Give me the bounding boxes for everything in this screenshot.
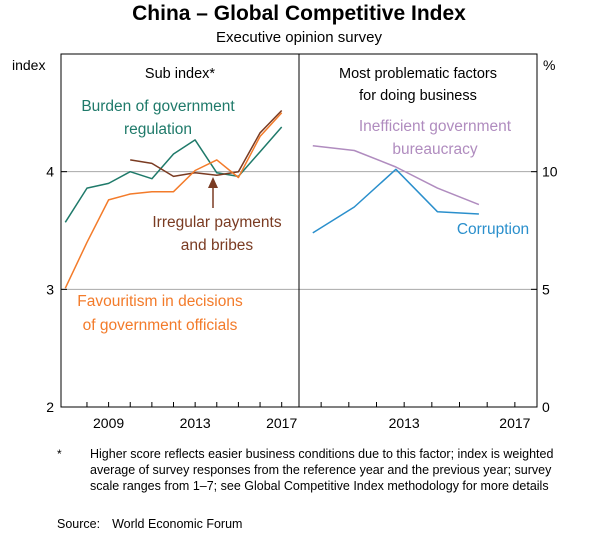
panel-title-line: Most problematic factors xyxy=(339,66,497,82)
annotation-arrowhead xyxy=(208,177,218,188)
x-tick-label: 2017 xyxy=(266,415,297,431)
y-tick-label: 4 xyxy=(46,164,54,180)
series-line xyxy=(64,112,283,289)
series-line xyxy=(312,168,479,234)
series-label: Burden of government xyxy=(81,98,235,115)
y-tick-label: 2 xyxy=(46,399,54,415)
footnote-text: Higher score reflects easier business co… xyxy=(90,447,554,493)
series-label: Irregular payments xyxy=(152,214,281,231)
series-label: Favouritism in decisions xyxy=(77,293,243,310)
chart-title: China – Global Competitive Index xyxy=(132,2,466,25)
y-tick-label: 5 xyxy=(542,281,550,297)
footnote-marker: * xyxy=(57,447,62,461)
x-tick-label: 2009 xyxy=(93,415,124,431)
x-tick-label: 2013 xyxy=(389,415,420,431)
series-line xyxy=(130,109,283,178)
source-label: Source: xyxy=(57,517,101,531)
series-label: Inefficient government xyxy=(359,118,512,135)
y-tick-label: 0 xyxy=(542,399,550,415)
chart-subtitle: Executive opinion survey xyxy=(216,29,382,46)
series-label: of government officials xyxy=(83,317,238,334)
x-tick-label: 2013 xyxy=(180,415,211,431)
source-line: Source: World Economic Forum xyxy=(57,517,242,531)
series-label: regulation xyxy=(124,121,192,138)
y-tick-label: 3 xyxy=(46,281,54,297)
panel-title: Sub index* xyxy=(145,66,215,82)
x-tick-label: 2017 xyxy=(499,415,530,431)
series-line xyxy=(64,126,283,223)
series-label: bureaucracy xyxy=(392,141,478,158)
y-axis-label-right: % xyxy=(543,57,555,73)
y-tick-label: 10 xyxy=(542,164,558,180)
series-label: and bribes xyxy=(181,237,254,254)
y-axis-label-left: index xyxy=(12,57,45,73)
series-line xyxy=(312,145,480,206)
series-label: Corruption xyxy=(457,221,529,238)
source-value: World Economic Forum xyxy=(112,517,243,531)
panel-title-line: for doing business xyxy=(359,88,477,104)
